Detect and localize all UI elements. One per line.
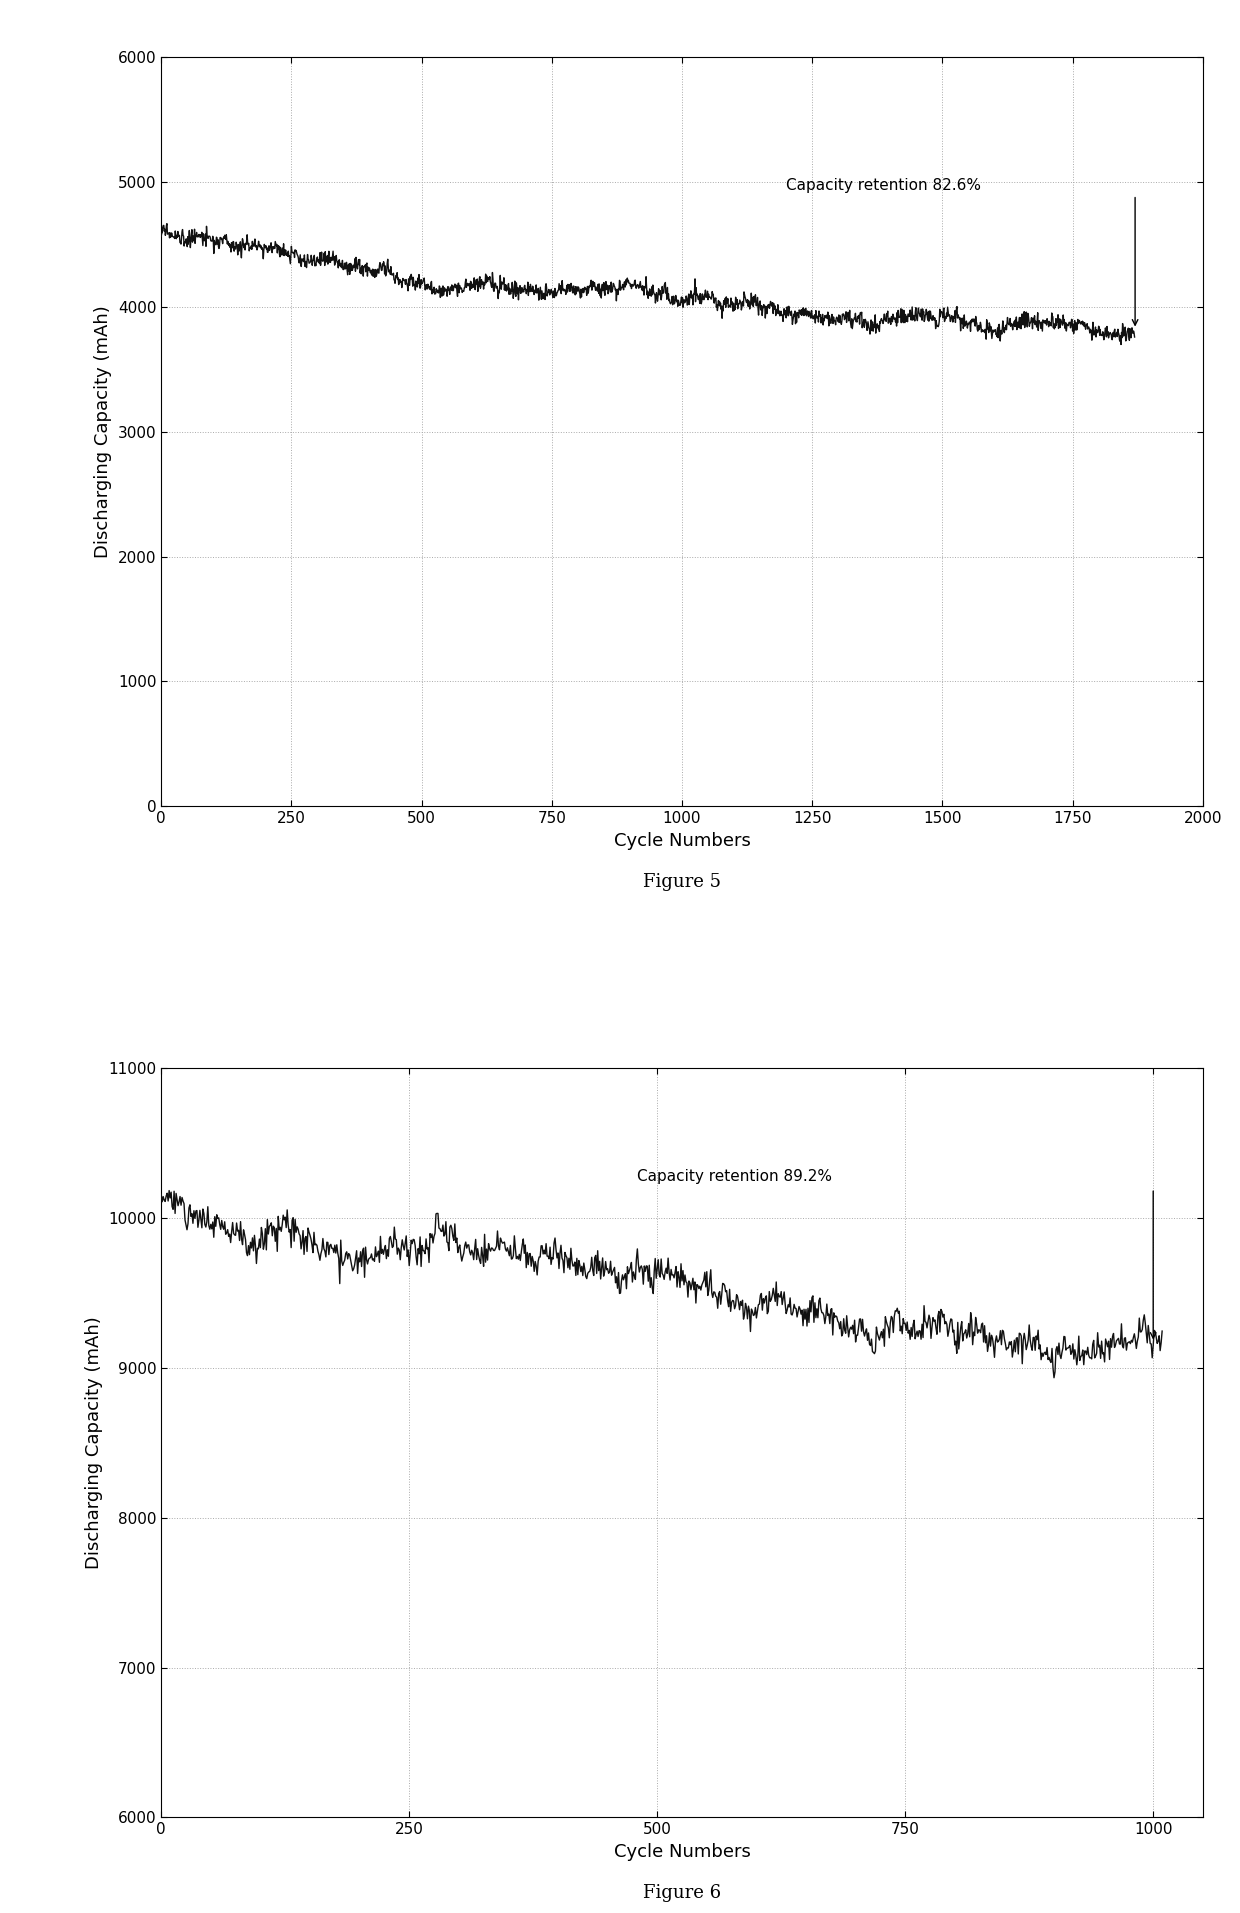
Text: Capacity retention 82.6%: Capacity retention 82.6%: [786, 178, 981, 193]
Y-axis label: Discharging Capacity (mAh): Discharging Capacity (mAh): [94, 306, 112, 559]
Text: Capacity retention 89.2%: Capacity retention 89.2%: [637, 1169, 832, 1184]
X-axis label: Cycle Numbers: Cycle Numbers: [614, 832, 750, 849]
Text: Figure 6: Figure 6: [642, 1884, 722, 1902]
Y-axis label: Discharging Capacity (mAh): Discharging Capacity (mAh): [84, 1316, 103, 1569]
Text: Figure 5: Figure 5: [644, 872, 720, 891]
X-axis label: Cycle Numbers: Cycle Numbers: [614, 1842, 750, 1861]
